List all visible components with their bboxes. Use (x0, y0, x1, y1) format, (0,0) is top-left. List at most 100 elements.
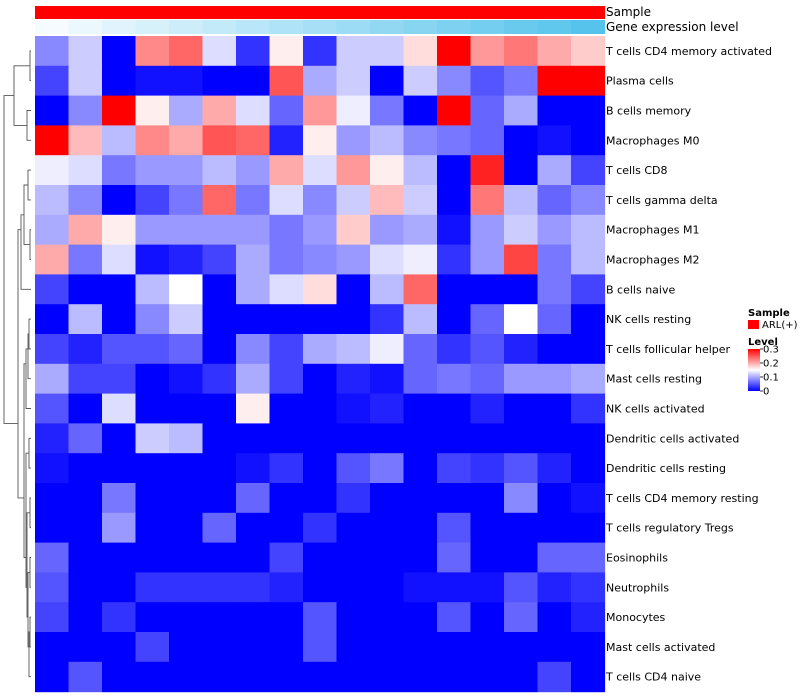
heatmap-cells (35, 36, 606, 693)
heatmap-cell (35, 512, 70, 544)
heatmap-cell (403, 155, 438, 186)
heatmap-cell (202, 572, 237, 603)
legend-sample-entry: ARL(+) (762, 320, 798, 331)
heatmap-cell (35, 244, 70, 275)
heatmap-cell (403, 95, 438, 126)
heatmap-cell (537, 214, 572, 246)
heatmap-cell (470, 185, 505, 216)
heatmap-cell (504, 512, 539, 544)
row-label: NK cells activated (606, 403, 705, 416)
heatmap-cell (236, 65, 271, 97)
heatmap-cell (236, 214, 271, 246)
row-label: Monocytes (606, 611, 666, 624)
heatmap-cell (236, 393, 271, 424)
heatmap-cell (437, 65, 472, 97)
heatmap-cell (236, 483, 271, 514)
heatmap-cell (571, 483, 606, 514)
heatmap-cell (169, 304, 204, 335)
heatmap-cell (68, 632, 103, 663)
heatmap-cell (504, 632, 539, 663)
heatmap-cell (35, 125, 70, 156)
heatmap-cell (537, 185, 572, 216)
heatmap-cell (403, 661, 438, 693)
legend-tick-label: 0.1 (763, 373, 779, 384)
heatmap-cell (437, 155, 472, 186)
heatmap-cell (202, 65, 237, 97)
heatmap-cell (68, 185, 103, 216)
dendrogram-branch (17, 229, 24, 499)
heatmap-cell (336, 65, 371, 97)
heatmap-cell (437, 423, 472, 454)
heatmap-cell (504, 185, 539, 216)
heatmap-cell (303, 334, 338, 365)
heatmap-cell (370, 423, 405, 454)
heatmap-cell (303, 483, 338, 514)
annotation-sample-cell (537, 6, 572, 19)
heatmap-cell (236, 453, 271, 484)
heatmap-cell (169, 244, 204, 275)
annotation-expression-cell (571, 20, 606, 34)
heatmap-cell (169, 36, 204, 67)
heatmap-cell (202, 274, 237, 305)
heatmap-cell (571, 602, 606, 633)
row-label: Dendritic cells resting (606, 462, 726, 475)
annotation-sample-cell (370, 6, 405, 19)
annotation-sample-cell (470, 6, 505, 19)
heatmap-cell (102, 244, 137, 275)
heatmap-cell (68, 244, 103, 275)
annotation-label-expression: Gene expression level (606, 20, 739, 34)
heatmap-cell (303, 185, 338, 216)
heatmap-cell (303, 304, 338, 335)
heatmap-cell (269, 244, 304, 275)
heatmap-cell (571, 125, 606, 156)
heatmap-cell (370, 453, 405, 484)
heatmap-cell (35, 65, 70, 97)
heatmap-cell (169, 393, 204, 424)
heatmap-cell (202, 155, 237, 186)
heatmap-cell (35, 304, 70, 335)
heatmap-cell (35, 36, 70, 67)
heatmap-cell (470, 512, 505, 544)
heatmap-cell (403, 363, 438, 395)
heatmap-cell (169, 632, 204, 663)
heatmap-cell (236, 512, 271, 544)
heatmap-cell (571, 304, 606, 335)
heatmap-cell (236, 632, 271, 663)
annotation-expression-cell (236, 20, 271, 34)
annotation-expression-cell (68, 20, 103, 34)
heatmap-cell (336, 512, 371, 544)
annotation-expression-cell (269, 20, 304, 34)
heatmap-cell (202, 483, 237, 514)
heatmap-cell (68, 36, 103, 67)
dendrogram-branch (29, 229, 31, 260)
heatmap-cell (370, 661, 405, 693)
annotation-sample-cell (135, 6, 170, 19)
heatmap-cell (470, 334, 505, 365)
heatmap-cell (571, 36, 606, 67)
legend: Sample ARL(+) Level 0.3 0.2 0.1 0 (748, 308, 798, 398)
legend-level-title: Level (748, 337, 778, 348)
heatmap-cell (336, 602, 371, 633)
heatmap-cell (470, 453, 505, 484)
heatmap-cell (169, 334, 204, 365)
row-label: T cells CD4 memory activated (605, 45, 772, 58)
heatmap-cell (403, 512, 438, 544)
heatmap-cell (403, 244, 438, 275)
heatmap-cell (336, 423, 371, 454)
annotation-sample-cell (68, 6, 103, 19)
heatmap-cell (236, 244, 271, 275)
heatmap-cell (135, 95, 170, 126)
heatmap-cell (571, 334, 606, 365)
heatmap-cell (370, 95, 405, 126)
heatmap-cell (437, 483, 472, 514)
heatmap-cell (102, 363, 137, 395)
dendrogram-branch (29, 616, 31, 648)
heatmap-cell (470, 304, 505, 335)
heatmap-cell (102, 185, 137, 216)
heatmap-cell (102, 512, 137, 544)
heatmap-cell (403, 125, 438, 156)
heatmap-cell (35, 393, 70, 424)
heatmap-cell (437, 512, 472, 544)
heatmap-cell (370, 304, 405, 335)
heatmap-cell (68, 602, 103, 633)
